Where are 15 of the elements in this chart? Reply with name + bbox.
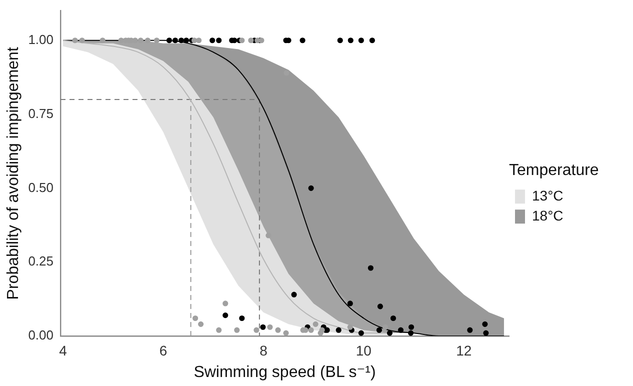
y-tick-label: 0.75 <box>28 106 54 121</box>
legend-label: 13°C <box>532 187 564 204</box>
legend-label: 18°C <box>532 207 564 224</box>
y-tick-label: 1.00 <box>28 32 54 47</box>
legend-title: Temperature <box>509 162 599 179</box>
x-tick-label: 12 <box>456 342 472 358</box>
y-axis-title: Probability of avoiding impingement <box>5 46 22 300</box>
x-tick-label: 6 <box>159 342 168 358</box>
y-tick-label: 0.00 <box>28 328 54 343</box>
y-tick-label: 0.25 <box>28 254 54 269</box>
x-axis-title: Swimming speed (BL s⁻¹) <box>194 364 376 381</box>
y-tick-label: 0.50 <box>28 180 54 195</box>
x-tick-label: 4 <box>59 342 68 358</box>
x-tick-label: 8 <box>260 342 268 358</box>
x-tick-label: 10 <box>356 342 372 358</box>
